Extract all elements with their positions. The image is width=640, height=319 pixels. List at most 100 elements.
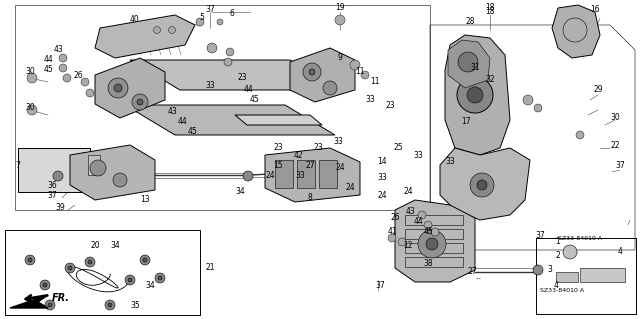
Bar [536,238,636,314]
Text: 33: 33 [365,95,375,105]
Text: 39: 39 [55,203,65,211]
Circle shape [27,105,37,115]
Text: 37: 37 [535,231,545,240]
Bar [319,160,337,188]
Text: 11: 11 [355,68,365,77]
Text: 30: 30 [25,68,35,77]
Text: 32: 32 [485,76,495,85]
Text: SZ33-84010 A: SZ33-84010 A [540,287,584,293]
Bar [405,215,463,225]
Text: 27: 27 [467,268,477,277]
Polygon shape [70,145,155,200]
Circle shape [431,228,439,236]
Text: 23: 23 [313,144,323,152]
Circle shape [128,278,132,282]
Circle shape [81,78,89,86]
Circle shape [86,89,94,97]
Circle shape [217,19,223,25]
Circle shape [323,81,337,95]
Circle shape [53,171,63,181]
Text: 41: 41 [387,227,397,236]
Text: SZ33-84010 A: SZ33-84010 A [558,235,602,241]
Circle shape [576,131,584,139]
Text: 14: 14 [377,158,387,167]
Text: 44: 44 [243,85,253,94]
Text: 33: 33 [295,172,305,181]
Polygon shape [95,58,165,118]
Polygon shape [440,148,530,220]
Text: 45: 45 [43,65,53,75]
Text: 37: 37 [47,190,57,199]
Text: 5: 5 [200,13,204,23]
Text: 2: 2 [556,250,561,259]
Text: 34: 34 [235,188,245,197]
Text: 11: 11 [371,78,380,86]
Text: 24: 24 [345,183,355,192]
Circle shape [196,18,204,26]
Polygon shape [290,48,355,102]
Circle shape [45,300,55,310]
Bar [405,243,463,253]
Circle shape [28,258,32,262]
Text: 12: 12 [403,241,413,249]
Circle shape [361,71,369,79]
Circle shape [154,26,161,33]
Circle shape [398,238,406,246]
Text: 31: 31 [470,63,480,72]
Bar [18,148,90,192]
Circle shape [25,255,35,265]
Circle shape [108,78,128,98]
Text: 33: 33 [413,151,423,160]
Polygon shape [395,200,475,282]
Circle shape [65,263,75,273]
Text: 45: 45 [250,95,260,105]
Polygon shape [125,105,335,135]
Text: 37: 37 [205,5,215,14]
Text: 30: 30 [610,114,620,122]
Text: 34: 34 [110,241,120,249]
Text: 33: 33 [445,158,455,167]
Circle shape [88,260,92,264]
Bar [5,230,200,315]
Circle shape [113,173,127,187]
Text: 24: 24 [377,190,387,199]
Circle shape [303,63,321,81]
Text: 24: 24 [335,164,345,173]
Polygon shape [95,15,195,58]
Text: 44: 44 [177,117,187,127]
Bar [405,257,463,267]
Text: 20: 20 [90,241,100,249]
Text: 40: 40 [130,16,140,25]
Text: 19: 19 [335,4,345,12]
Text: 44: 44 [43,56,53,64]
Circle shape [168,26,175,33]
Text: 26: 26 [390,213,400,222]
Circle shape [125,275,135,285]
Text: 15: 15 [273,160,283,169]
Bar [297,160,315,188]
Text: 7: 7 [15,160,20,169]
Circle shape [534,104,542,112]
Text: 21: 21 [205,263,215,272]
Text: 23: 23 [273,144,283,152]
Text: 22: 22 [611,140,620,150]
Circle shape [155,273,165,283]
Text: 8: 8 [308,194,312,203]
Circle shape [424,221,432,229]
Circle shape [48,303,52,307]
Circle shape [470,173,494,197]
Circle shape [90,160,106,176]
Text: 1: 1 [556,238,561,247]
Bar [580,268,625,282]
Polygon shape [552,5,600,58]
Circle shape [27,73,37,83]
Circle shape [158,276,162,280]
Text: 45: 45 [187,128,197,137]
Circle shape [388,234,396,242]
Bar [275,160,293,188]
Text: 23: 23 [385,100,395,109]
Text: 33: 33 [205,81,215,91]
Circle shape [140,255,150,265]
Polygon shape [445,35,510,155]
Text: 9: 9 [337,54,342,63]
